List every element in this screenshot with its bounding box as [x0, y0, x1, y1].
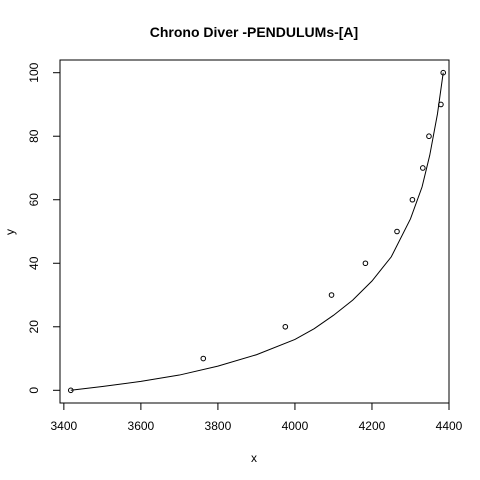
data-point — [409, 196, 416, 203]
chart-title: Chrono Diver -PENDULUMs-[A] — [150, 24, 358, 40]
x-tick-label: 3800 — [205, 419, 232, 433]
y-tick-label: 40 — [27, 256, 41, 270]
fitted-curve — [70, 72, 444, 391]
data-point — [426, 133, 432, 140]
x-tick-label: 3400 — [50, 419, 77, 433]
x-tick-label: 4000 — [282, 419, 309, 433]
plot-frame — [59, 59, 450, 404]
y-tick-label: 0 — [27, 387, 41, 394]
x-axis: 3400 3600 3800 4000 4200 4400 — [50, 402, 463, 433]
y-tick-label: 100 — [27, 62, 41, 82]
x-tick-label: 4200 — [359, 419, 386, 433]
data-point — [67, 387, 74, 394]
y-axis-label: y — [3, 229, 17, 235]
data-point — [200, 355, 207, 362]
data-point — [362, 260, 369, 267]
data-points — [67, 69, 447, 394]
y-tick-label: 80 — [27, 129, 41, 143]
data-point — [420, 165, 426, 171]
data-point — [394, 228, 400, 235]
x-tick-label: 3600 — [128, 419, 155, 433]
x-tick-label: 4400 — [436, 419, 463, 433]
data-point — [328, 292, 335, 298]
y-axis: 0 20 40 60 80 100 — [27, 62, 61, 394]
data-point — [438, 101, 444, 108]
y-tick-label: 20 — [27, 320, 41, 334]
x-axis-label: x — [251, 451, 257, 465]
data-point — [440, 69, 447, 76]
data-point — [282, 323, 289, 330]
y-tick-label: 60 — [27, 193, 41, 207]
